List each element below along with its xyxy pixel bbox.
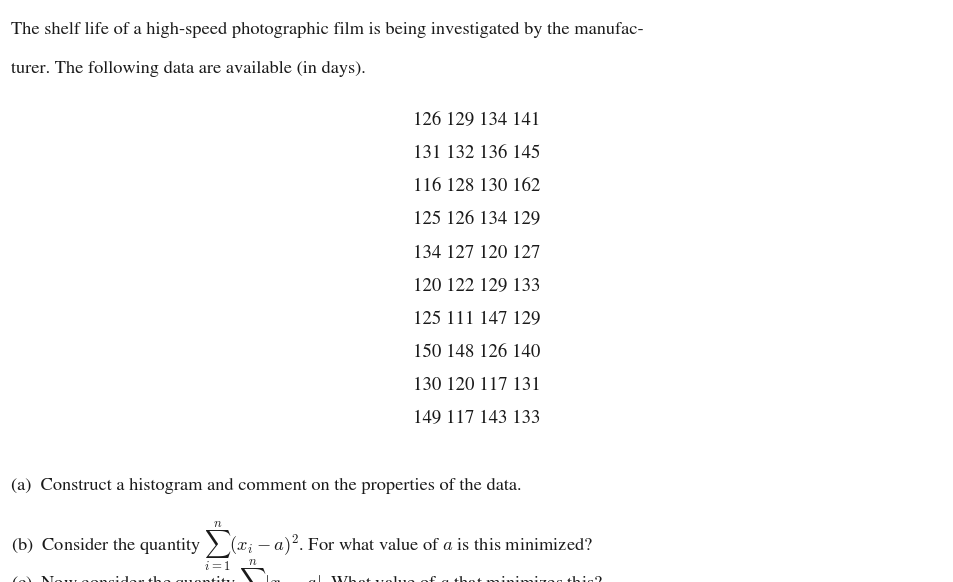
Text: 125 111 147 129: 125 111 147 129 (413, 311, 540, 328)
Text: (c)  Now consider the quantity $\sum_{i=1}^{n} |x_i - a|$. What value of $a$ tha: (c) Now consider the quantity $\sum_{i=1… (11, 558, 603, 582)
Text: 120 122 129 133: 120 122 129 133 (413, 278, 540, 294)
Text: (a)  Construct a histogram and comment on the properties of the data.: (a) Construct a histogram and comment on… (11, 478, 521, 495)
Text: 126 129 134 141: 126 129 134 141 (413, 112, 540, 129)
Text: 150 148 126 140: 150 148 126 140 (413, 344, 540, 361)
Text: turer. The following data are available (in days).: turer. The following data are available … (11, 61, 366, 77)
Text: (b)  Consider the quantity $\sum_{i=1}^{n}(x_i - a)^2$. For what value of $a$ is: (b) Consider the quantity $\sum_{i=1}^{n… (11, 519, 593, 573)
Text: The shelf life of a high-speed photographic film is being investigated by the ma: The shelf life of a high-speed photograp… (11, 22, 643, 38)
Text: 116 128 130 162: 116 128 130 162 (413, 178, 540, 195)
Text: 131 132 136 145: 131 132 136 145 (413, 145, 540, 162)
Text: 149 117 143 133: 149 117 143 133 (413, 410, 540, 427)
Text: 125 126 134 129: 125 126 134 129 (413, 211, 540, 228)
Text: 130 120 117 131: 130 120 117 131 (413, 377, 540, 394)
Text: 134 127 120 127: 134 127 120 127 (413, 244, 540, 261)
